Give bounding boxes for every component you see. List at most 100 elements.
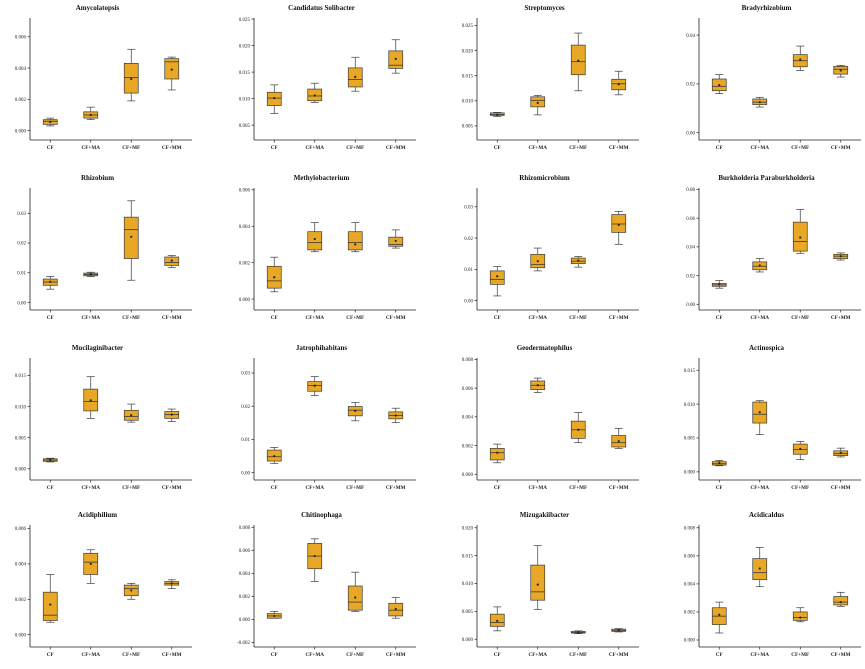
panel-title: Amycolatopsis — [75, 4, 120, 12]
mean-dot — [758, 264, 761, 267]
x-category-label: CF+MF — [791, 652, 809, 658]
y-tick-label: 0.005 — [15, 436, 27, 441]
x-category-label: CF+MA — [750, 145, 769, 151]
y-tick-label: 0.000 — [684, 471, 696, 476]
x-category-label: CF+MF — [346, 145, 364, 151]
y-tick-label: 0.03 — [241, 372, 250, 377]
x-category-label: CF+MA — [305, 315, 324, 321]
mean-dot — [799, 616, 802, 619]
y-tick-label: 0.010 — [684, 403, 696, 408]
x-category-label: CF+MM — [386, 315, 406, 321]
y-tick-label: 0.004 — [239, 572, 251, 577]
y-tick-label: 0.008 — [684, 527, 696, 532]
x-category-label: CF+MA — [750, 485, 769, 491]
boxplot-panel: Candidatus Solibacter 0.005 0.010 0.015 0.02… — [224, 0, 419, 162]
boxplot-panel: Acidicaldus 0.000 0.002 0.004 0.006 0.008 CF CF… — [669, 507, 864, 669]
y-tick-label: 0.002 — [239, 595, 251, 600]
mean-dot — [536, 260, 539, 263]
mean-dot — [313, 554, 316, 558]
x-category-label: CF+MM — [162, 485, 182, 491]
mean-dot — [170, 68, 173, 71]
mean-dot — [536, 583, 539, 586]
x-category-label: CF+MF — [346, 485, 364, 491]
mean-dot — [617, 83, 620, 86]
mean-dot — [799, 447, 802, 450]
panel-title: Mucilaginibacter — [71, 344, 124, 352]
x-category-label: CF+MM — [162, 315, 182, 321]
mean-dot — [49, 280, 52, 283]
mean-dot — [273, 276, 276, 279]
mean-dot — [839, 69, 842, 72]
boxplot-panel: Geodermatophilus 0.000 0.002 0.004 0.006 0.00… — [447, 340, 642, 502]
boxplot-panel: Streptomyces 0.005 0.010 0.015 0.020 0.025 CF C… — [447, 0, 642, 162]
mean-dot — [577, 59, 580, 62]
mean-dot — [496, 451, 499, 454]
x-category-label: CF+MA — [528, 315, 547, 321]
y-tick-label: 0.005 — [684, 437, 696, 442]
mean-dot — [49, 458, 52, 462]
x-category-label: CF+MM — [386, 652, 406, 658]
box-iqr — [530, 564, 546, 601]
x-category-label: CF+MF — [569, 315, 587, 321]
mean-dot — [758, 101, 761, 104]
y-tick-label: 0.005 — [462, 125, 474, 130]
y-tick-label: 0.000 — [462, 473, 474, 478]
boxplot-panel: Rhizomicrobium 0.00 0.01 0.02 0.03 CF CF+MA CF+… — [447, 170, 642, 332]
panel-title: Mizugakiibacter — [519, 511, 570, 519]
box-iqr — [307, 231, 323, 251]
y-tick-label: 0.020 — [462, 526, 474, 531]
mean-dot — [89, 273, 92, 276]
y-tick-label: 0.010 — [462, 582, 474, 587]
mean-dot — [577, 631, 580, 634]
panel-title: Acidicaldus — [748, 511, 784, 519]
x-category-label: CF+MM — [609, 145, 629, 151]
x-category-label: CF+MA — [750, 315, 769, 321]
y-tick-label: 0.00 — [686, 131, 695, 136]
y-tick-label: 0.02 — [686, 83, 695, 88]
x-category-label: CF+MM — [609, 485, 629, 491]
boxplot-panel: Mucilaginibacter 0.000 0.005 0.010 0.015 CF CF… — [0, 340, 195, 502]
y-tick-label: 0.000 — [15, 633, 27, 638]
box-iqr — [792, 611, 808, 621]
boxplot-panel: Jatrophihabitans 0.00 0.01 0.02 0.03 CF CF+MA C… — [224, 340, 419, 502]
x-category-label: CF — [494, 485, 501, 491]
x-category-label: CF+MM — [609, 652, 629, 658]
panel-title: Actinospica — [749, 344, 784, 352]
mean-dot — [89, 399, 92, 402]
x-category-label: CF — [47, 485, 54, 491]
boxplot-panel: Mizugakiibacter 0.000 0.005 0.010 0.015 0.020… — [447, 507, 642, 669]
boxplot-panel: Amycolatopsis 0.000 0.002 0.004 0.006 CF CF+MA… — [0, 0, 195, 162]
mean-dot — [354, 75, 357, 78]
panel-title: Rhizobium — [80, 174, 115, 182]
x-category-label: CF+MA — [305, 652, 324, 658]
box-iqr — [489, 270, 505, 285]
y-tick-label: 0.015 — [462, 74, 474, 79]
x-category-label: CF — [716, 485, 723, 491]
mean-dot — [89, 113, 92, 117]
y-tick-label: 0.006 — [15, 35, 27, 40]
x-category-label: CF — [271, 652, 278, 658]
x-category-label: CF+MF — [791, 315, 809, 321]
mean-dot — [354, 596, 357, 599]
x-category-label: CF — [271, 145, 278, 151]
x-category-label: CF+MM — [162, 652, 182, 658]
y-tick-label: 0.005 — [462, 610, 474, 615]
x-category-label: CF+MM — [831, 485, 851, 491]
x-category-label: CF+MF — [122, 145, 140, 151]
x-category-label: CF+MA — [305, 485, 324, 491]
boxplot-svg: -0.002 0.000 0.002 0.004 0.006 0.008 CF CF+MA CF… — [237, 525, 416, 658]
boxplot-svg: 0.000 0.005 0.010 0.015 0.020 CF CF+MA CF+MF CF+… — [462, 525, 639, 658]
panel-title: Candidatus Solibacter — [288, 4, 355, 12]
mean-dot — [273, 96, 276, 100]
panel-title: Acidiphilium — [77, 511, 118, 519]
y-tick-label: 0.006 — [684, 555, 696, 560]
x-category-label: CF+MA — [528, 485, 547, 491]
y-tick-label: -0.002 — [237, 641, 250, 646]
y-tick-label: 0.002 — [239, 261, 251, 266]
y-tick-label: 0.025 — [462, 24, 474, 29]
panel-title: Bradyrhizobium — [741, 4, 792, 12]
mean-dot — [839, 601, 842, 604]
y-tick-label: 0.03 — [464, 205, 473, 210]
mean-dot — [617, 440, 620, 443]
